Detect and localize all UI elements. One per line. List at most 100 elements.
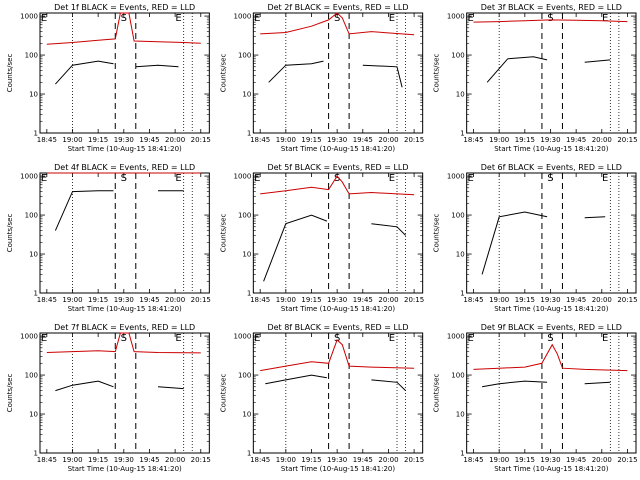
series-events-line [54,190,184,231]
x-tick-label: 19:45 [353,296,373,304]
detector-panel-4: Det 4f BLACK = Events, RED = LLD 1 10 100 10… [6,163,211,313]
x-tick-label: 20:00 [378,456,398,464]
series-events-line [486,56,611,83]
y-tick-label: 10 [242,411,251,419]
plot-frame [466,332,637,454]
series-events-line [265,374,406,391]
plot-frame [466,172,637,294]
marker-e-left: E [41,13,47,24]
detector-panel-5: Det 5f BLACK = Events, RED = LLD 1 10 100 10… [219,163,424,313]
x-axis-label: Start Time (10-Aug-15 18:41:20) [494,145,608,153]
y-tick-label: 100 [238,212,251,220]
series-events-line [263,214,406,282]
y-tick-label: 1 [34,450,38,458]
marker-s: S [334,13,340,24]
x-tick-label: 19:45 [139,456,159,464]
y-tick-label: 10 [242,251,251,259]
x-tick-label: 19:45 [566,136,586,144]
x-axis-label: Start Time (10-Aug-15 18:41:20) [68,465,182,473]
panel-title: Det 9f BLACK = Events, RED = LLD [481,323,622,332]
panel-title: Det 3f BLACK = Events, RED = LLD [481,3,622,12]
marker-e: E [389,173,395,184]
x-tick-label: 19:45 [139,296,159,304]
panel-title: Det 1f BLACK = Events, RED = LLD [54,3,195,12]
marker-e: E [602,333,608,344]
x-tick-label: 18:45 [463,136,483,144]
marker-e-left: E [468,173,474,184]
plot-frame [466,12,637,134]
x-axis-label: Start Time (10-Aug-15 18:41:20) [494,465,608,473]
x-tick-label: 19:45 [353,136,373,144]
x-axis-label: Start Time (10-Aug-15 18:41:20) [281,305,395,313]
series-events-line [55,60,179,85]
x-tick-label: 19:30 [540,456,560,464]
marker-s: S [547,13,553,24]
x-tick-label: 18:45 [37,456,57,464]
x-tick-label: 19:15 [88,296,108,304]
y-tick-label: 100 [25,372,38,380]
marker-e-left: E [41,173,47,184]
panel-title: Det 4f BLACK = Events, RED = LLD [54,163,195,172]
series-lld-line [46,332,201,354]
y-tick-label: 10 [456,91,465,99]
y-tick-label: 100 [238,372,251,380]
x-tick-label: 19:15 [301,136,321,144]
x-tick-label: 20:00 [592,136,612,144]
x-tick-label: 19:00 [489,456,509,464]
y-axis-label: Counts/sec [433,214,441,253]
x-tick-label: 20:00 [378,296,398,304]
panel-title: Det 2f BLACK = Events, RED = LLD [267,3,408,12]
x-tick-label: 19:45 [566,296,586,304]
x-tick-label: 19:00 [276,456,296,464]
y-tick-label: 1000 [447,173,465,181]
series-lld-line [260,339,415,372]
x-axis-label: Start Time (10-Aug-15 18:41:20) [68,145,182,153]
x-tick-label: 20:00 [592,456,612,464]
x-axis-label: Start Time (10-Aug-15 18:41:20) [281,465,395,473]
x-tick-label: 19:30 [114,296,134,304]
y-axis-label: Counts/sec [6,374,14,413]
plot-frame [252,332,424,454]
y-tick-label: 100 [25,212,38,220]
x-tick-label: 19:00 [62,136,82,144]
x-tick-label: 20:15 [617,456,637,464]
y-tick-label: 10 [456,251,465,259]
marker-e-left: E [254,333,260,344]
plot-frame [252,172,424,294]
x-tick-label: 20:15 [404,456,424,464]
y-axis-label: Counts/sec [219,214,227,253]
marker-s: S [547,173,553,184]
x-tick-label: 18:45 [37,296,57,304]
detector-panel-9: Det 9f BLACK = Events, RED = LLD 1 10 100 10… [433,323,638,473]
panel-title: Det 7f BLACK = Events, RED = LLD [54,323,195,332]
x-tick-label: 18:45 [250,456,270,464]
x-tick-label: 19:45 [139,136,159,144]
x-tick-label: 20:00 [378,136,398,144]
y-tick-label: 100 [25,52,38,60]
series-events-line [482,380,611,388]
panel-title: Det 5f BLACK = Events, RED = LLD [267,163,408,172]
x-tick-label: 19:00 [489,296,509,304]
detector-panel-7: Det 7f BLACK = Events, RED = LLD 1 10 100 10… [6,323,211,473]
x-tick-label: 18:45 [250,136,270,144]
y-axis-label: Counts/sec [219,54,227,93]
marker-e-left: E [254,13,260,24]
series-events-line [268,60,403,88]
y-tick-label: 1 [34,290,38,298]
x-tick-label: 18:45 [250,296,270,304]
y-axis-label: Counts/sec [219,374,227,413]
marker-s: S [121,333,127,344]
marker-s: S [334,333,340,344]
marker-e: E [175,13,181,24]
x-tick-label: 20:15 [191,136,211,144]
marker-e: E [602,13,608,24]
marker-e-left: E [41,333,47,344]
marker-s: S [121,173,127,184]
x-tick-label: 20:15 [191,296,211,304]
y-axis-label: Counts/sec [6,54,14,93]
y-axis-label: Counts/sec [6,214,14,253]
y-tick-label: 1000 [20,13,38,21]
x-tick-label: 19:15 [88,456,108,464]
x-tick-label: 19:15 [301,296,321,304]
y-tick-label: 1000 [234,173,252,181]
